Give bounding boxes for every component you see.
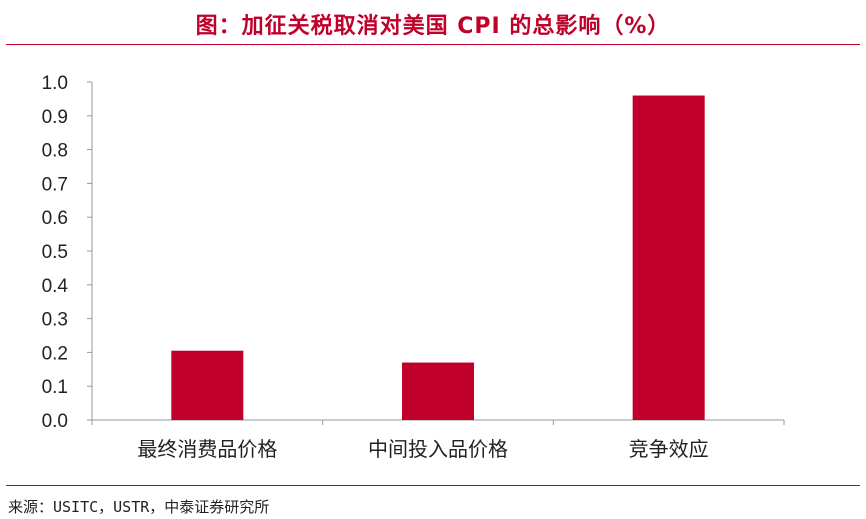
source-divider — [6, 485, 860, 486]
x-axis — [91, 419, 785, 425]
bar-2 — [402, 362, 474, 420]
y-axis: 0.0 0.1 0.2 0.3 0.4 0.5 0.6 0.7 0.8 0.9 1.0 — [42, 73, 93, 432]
y-tick-label: 0.8 — [42, 141, 68, 162]
y-tick-label: 0.7 — [42, 174, 68, 195]
y-tick-label: 0.4 — [42, 276, 69, 297]
y-tick-label: 0.0 — [42, 411, 68, 432]
bar-1 — [171, 350, 244, 420]
x-category-label: 竞争效应 — [629, 437, 709, 461]
bar-3 — [632, 95, 705, 421]
y-tick-label: 0.1 — [42, 377, 68, 398]
title-divider — [6, 44, 860, 45]
y-tick-label: 0.9 — [42, 107, 68, 128]
y-tick-label: 0.2 — [42, 343, 68, 364]
bars — [171, 95, 705, 421]
bar-chart: 0.0 0.1 0.2 0.3 0.4 0.5 0.6 0.7 0.8 0.9 1.0 最终消费品价… — [42, 73, 785, 461]
y-tick-label: 0.6 — [42, 208, 68, 229]
category-labels: 最终消费品价格 中间投入品价格 竞争效应 — [137, 437, 708, 461]
y-tick-label: 0.3 — [42, 310, 68, 331]
x-category-label: 最终消费品价格 — [137, 437, 277, 461]
x-category-label: 中间投入品价格 — [368, 437, 508, 461]
source-note: 来源：USITC，USTR，中泰证券研究所 — [8, 498, 270, 516]
y-tick-label: 0.5 — [42, 242, 68, 263]
y-tick-label: 1.0 — [42, 73, 68, 94]
chart-title: 图：加征关税取消对美国 CPI 的总影响（%） — [195, 14, 671, 39]
